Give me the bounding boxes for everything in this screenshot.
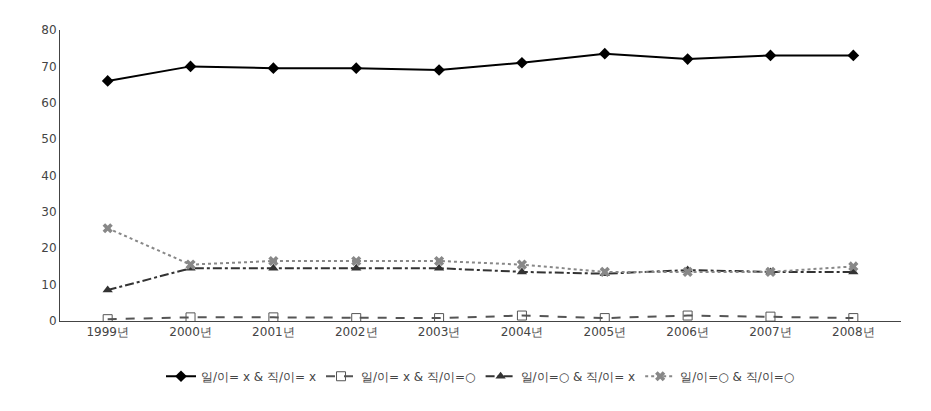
svg-text:2002년: 2002년	[335, 325, 378, 339]
svg-text:2001년: 2001년	[252, 325, 295, 339]
svg-text:일/이=○ & 직/이= x: 일/이=○ & 직/이= x	[521, 370, 636, 384]
svg-text:60: 60	[41, 96, 56, 110]
svg-text:2008년: 2008년	[832, 325, 875, 339]
svg-text:50: 50	[41, 132, 56, 146]
svg-text:40: 40	[41, 169, 56, 183]
svg-text:1999년: 1999년	[86, 325, 129, 339]
svg-text:2006년: 2006년	[666, 325, 709, 339]
svg-text:0: 0	[49, 314, 57, 328]
svg-text:일/이=○ & 직/이=○: 일/이=○ & 직/이=○	[680, 370, 794, 384]
svg-text:2004년: 2004년	[501, 325, 544, 339]
svg-text:20: 20	[41, 241, 56, 255]
svg-text:일/이= x & 직/이= x: 일/이= x & 직/이= x	[201, 370, 316, 384]
svg-text:10: 10	[41, 278, 56, 292]
svg-text:2003년: 2003년	[418, 325, 461, 339]
svg-text:80: 80	[41, 23, 56, 37]
svg-text:일/이= x & 직/이=○: 일/이= x & 직/이=○	[361, 370, 476, 384]
svg-text:70: 70	[41, 60, 56, 74]
svg-text:2007년: 2007년	[749, 325, 792, 339]
svg-text:2005년: 2005년	[584, 325, 627, 339]
svg-text:2000년: 2000년	[169, 325, 212, 339]
svg-text:30: 30	[41, 205, 56, 219]
